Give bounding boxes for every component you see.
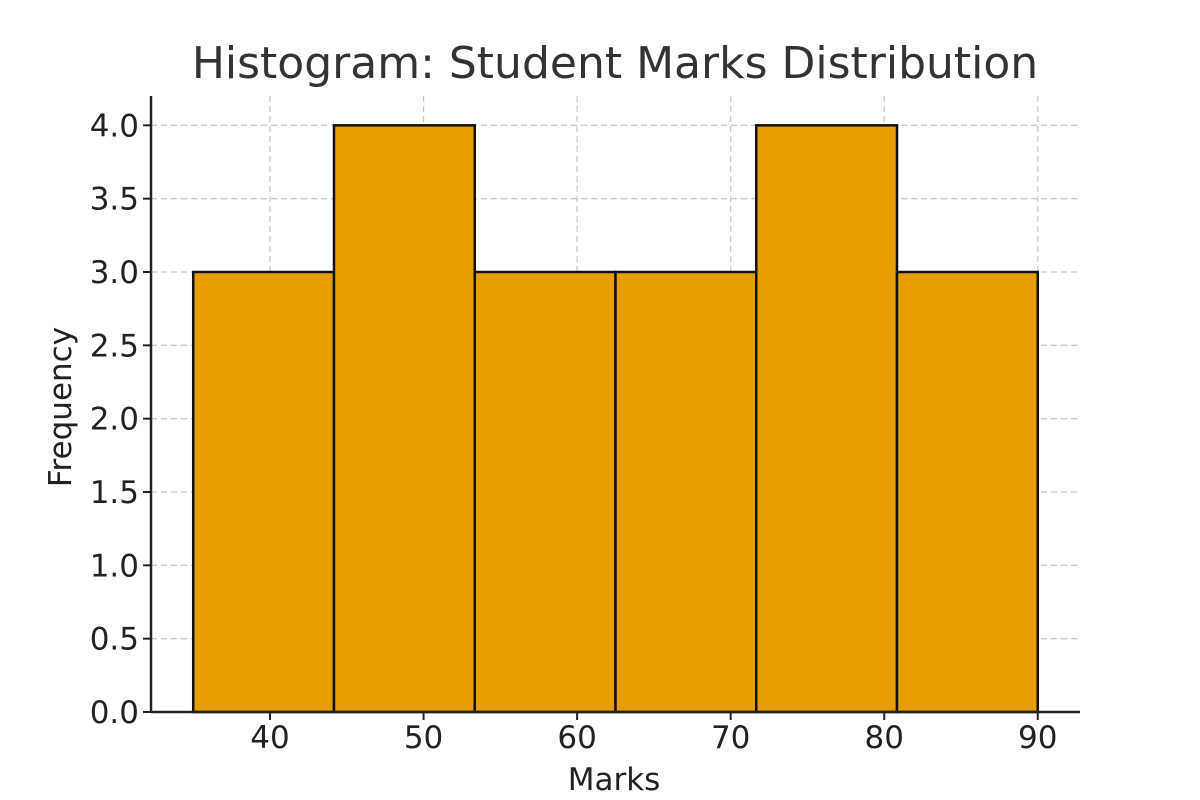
- y-tick-label: 3.5: [90, 182, 139, 218]
- y-tick-label: 2.5: [90, 328, 139, 364]
- x-tick-label: 80: [864, 720, 903, 756]
- chart-title: Histogram: Student Marks Distribution: [192, 38, 1038, 89]
- histogram-bar: [895, 270, 1040, 714]
- bars-layer: [191, 124, 1040, 714]
- x-tick-label: 70: [711, 720, 750, 756]
- x-axis-label: Marks: [568, 762, 661, 798]
- x-tick-label: 90: [1018, 720, 1057, 756]
- y-tick-label: 1.5: [90, 475, 139, 511]
- y-tick-label: 3.0: [90, 255, 139, 291]
- y-tick-label: 4.0: [90, 108, 139, 144]
- y-axis-label: Frequency: [43, 327, 79, 487]
- ticks-layer: 40 50 60 70 80 90 0.0 0.5 1.0 1.5 2.0 2.5 3.0 3.5 4.0: [90, 108, 1058, 756]
- y-tick-label: 0.0: [90, 695, 139, 731]
- histogram-bar: [332, 124, 476, 714]
- histogram-bar: [614, 270, 758, 714]
- x-tick-label: 40: [250, 720, 289, 756]
- histogram-bar: [755, 124, 899, 714]
- y-tick-label: 1.0: [90, 548, 139, 584]
- x-tick-label: 50: [404, 720, 443, 756]
- histogram-bar: [473, 270, 617, 714]
- x-tick-label: 60: [557, 720, 596, 756]
- y-tick-label: 2.0: [90, 402, 139, 438]
- histogram-bar: [191, 270, 336, 714]
- y-tick-label: 0.5: [90, 622, 139, 658]
